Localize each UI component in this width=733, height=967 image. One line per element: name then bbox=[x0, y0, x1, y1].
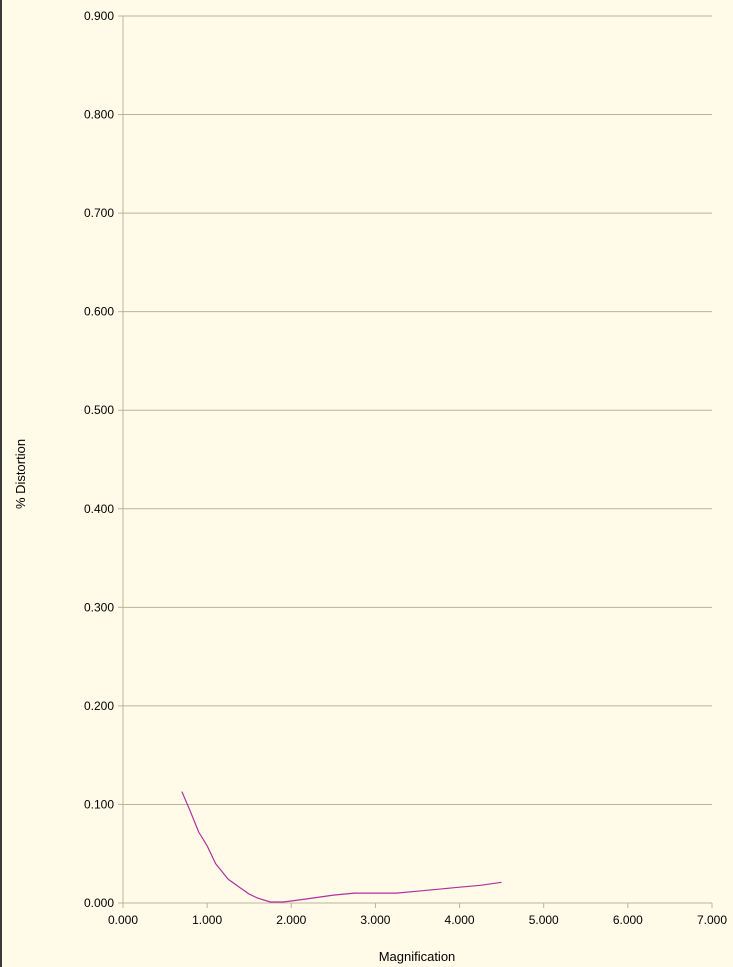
y-tick-label: 0.700 bbox=[84, 206, 114, 220]
y-tick-label: 0.600 bbox=[84, 305, 114, 319]
y-tick-label: 0.000 bbox=[84, 896, 114, 910]
y-axis-title: % Distortion bbox=[13, 439, 28, 509]
x-tick-label: 7.000 bbox=[697, 913, 727, 927]
series-layer bbox=[181, 791, 502, 903]
x-axis-title: Magnification bbox=[379, 949, 456, 964]
y-tick-label: 0.900 bbox=[84, 9, 114, 23]
y-tick-label: 0.400 bbox=[84, 502, 114, 516]
tick-labels: 0.000 0.100 0.200 0.300 0.400 0.500 0.600 0.700… bbox=[84, 9, 727, 927]
x-tick-label: 2.000 bbox=[276, 913, 306, 927]
gridlines bbox=[123, 15, 712, 805]
x-tick-label: 1.000 bbox=[192, 913, 222, 927]
axes bbox=[118, 15, 713, 908]
x-tick-label: 4.000 bbox=[445, 913, 475, 927]
x-tick-label: 3.000 bbox=[360, 913, 390, 927]
x-tick-label: 5.000 bbox=[529, 913, 559, 927]
x-tick-label: 6.000 bbox=[613, 913, 643, 927]
y-tick-label: 0.500 bbox=[84, 403, 114, 417]
x-tick-label: 0.000 bbox=[108, 913, 138, 927]
y-tick-label: 0.200 bbox=[84, 699, 114, 713]
y-tick-label: 0.800 bbox=[84, 108, 114, 122]
series-line-0 bbox=[181, 791, 502, 903]
y-tick-label: 0.300 bbox=[84, 600, 114, 614]
y-tick-label: 0.100 bbox=[84, 797, 114, 811]
